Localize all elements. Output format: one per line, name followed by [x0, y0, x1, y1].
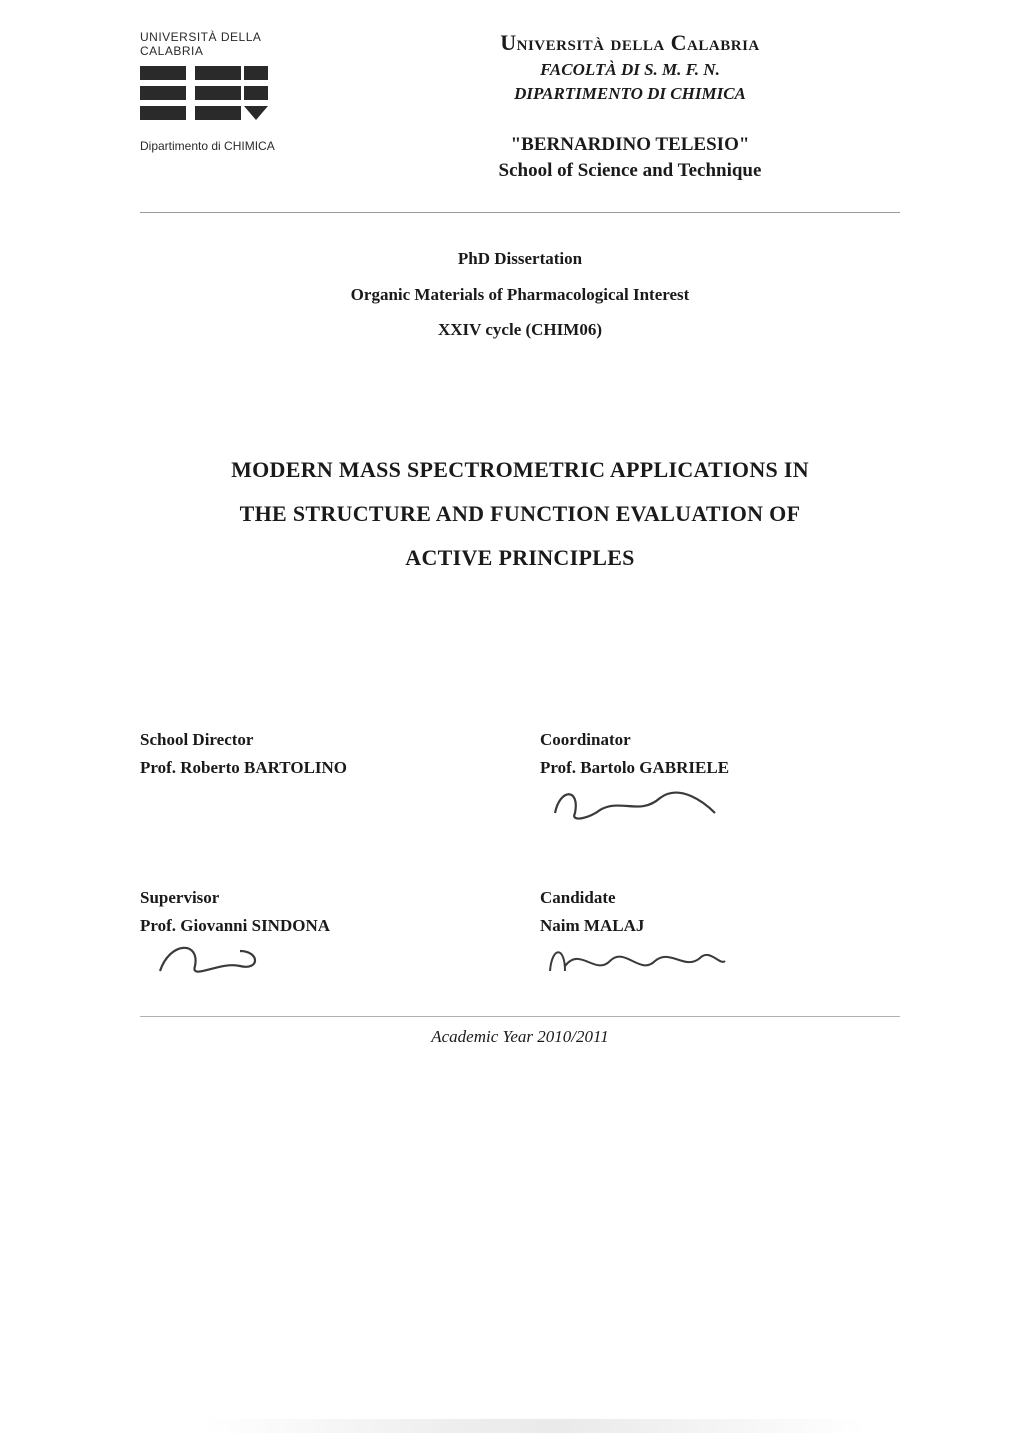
person-candidate: Naim MALAJ — [540, 916, 900, 936]
meta-line-3: XXIV cycle (CHIM06) — [140, 312, 900, 348]
logo-top-text: UNIVERSITÀ DELLA CALABRIA — [140, 30, 310, 58]
page-bottom-shadow — [0, 1419, 1020, 1433]
sig-coordinator: Coordinator Prof. Bartolo GABRIELE — [540, 730, 900, 828]
person-coordinator: Prof. Bartolo GABRIELE — [540, 758, 900, 778]
logo-block: UNIVERSITÀ DELLA CALABRIA Dipartimento d… — [140, 30, 310, 153]
faculty-name: FACOLTÀ DI S. M. F. N. — [360, 60, 900, 80]
signature-grid: School Director Prof. Roberto BARTOLINO … — [140, 730, 900, 986]
institution-name: Università della Calabria — [360, 30, 900, 56]
school-subname: "BERNARDINO TELESIO" — [360, 134, 900, 156]
role-supervisor: Supervisor — [140, 888, 500, 908]
signature-supervisor-mark — [140, 936, 500, 986]
meta-line-2: Organic Materials of Pharmacological Int… — [140, 277, 900, 313]
dissertation-meta: PhD Dissertation Organic Materials of Ph… — [140, 241, 900, 348]
role-director: School Director — [140, 730, 500, 750]
sig-supervisor: Supervisor Prof. Giovanni SINDONA — [140, 888, 500, 986]
person-director: Prof. Roberto BARTOLINO — [140, 758, 500, 778]
sig-director: School Director Prof. Roberto BARTOLINO — [140, 730, 500, 828]
sig-candidate: Candidate Naim MALAJ — [540, 888, 900, 986]
role-candidate: Candidate — [540, 888, 900, 908]
person-supervisor: Prof. Giovanni SINDONA — [140, 916, 500, 936]
role-coordinator: Coordinator — [540, 730, 900, 750]
academic-year: Academic Year 2010/2011 — [140, 1027, 900, 1047]
logo-icon — [140, 66, 310, 131]
rule-top — [140, 212, 900, 213]
title-line-1: MODERN MASS SPECTROMETRIC APPLICATIONS I… — [140, 448, 900, 492]
signature-coordinator-mark — [540, 778, 900, 828]
rule-bottom — [140, 1016, 900, 1017]
logo-dept-label: Dipartimento di CHIMICA — [140, 139, 310, 153]
school-name: School of Science and Technique — [360, 160, 900, 182]
signature-candidate-mark — [540, 936, 900, 986]
institution-block: Università della Calabria FACOLTÀ DI S. … — [360, 30, 900, 182]
header-row: UNIVERSITÀ DELLA CALABRIA Dipartimento d… — [140, 30, 900, 182]
dissertation-title: MODERN MASS SPECTROMETRIC APPLICATIONS I… — [140, 448, 900, 580]
meta-line-1: PhD Dissertation — [140, 241, 900, 277]
department-name: DIPARTIMENTO DI CHIMICA — [360, 84, 900, 104]
title-line-2: THE STRUCTURE AND FUNCTION EVALUATION OF — [140, 492, 900, 536]
title-line-3: ACTIVE PRINCIPLES — [140, 536, 900, 580]
